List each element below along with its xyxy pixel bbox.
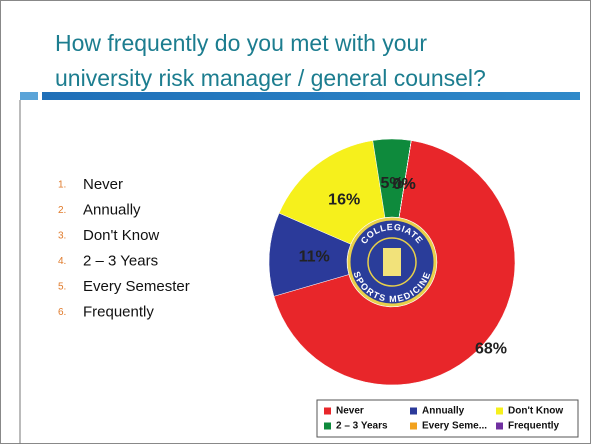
legend-label: Never [336, 406, 364, 417]
list-item: Every Semester [83, 278, 190, 295]
list-item: Frequently [83, 303, 154, 320]
title-line: How frequently do you met with your [55, 30, 427, 56]
legend-label: Annually [422, 406, 465, 417]
data-label: 0% [393, 176, 416, 193]
data-label: 5% [380, 175, 403, 192]
legend-box [316, 399, 579, 438]
legend-swatch [496, 407, 503, 415]
legend-swatch [410, 407, 417, 415]
list-number: 2. [58, 205, 66, 216]
list-item: Never [83, 176, 123, 193]
legend-swatch [496, 422, 503, 430]
donut-slice [398, 140, 412, 218]
data-label: 16% [328, 192, 360, 209]
accent-square [20, 92, 38, 100]
donut-slice [273, 140, 516, 386]
list-number: 4. [58, 256, 66, 267]
data-label: 0% [393, 176, 416, 193]
legend-swatch [324, 407, 331, 415]
legend-label: 2 – 3 Years [336, 421, 388, 432]
data-label: 68% [475, 341, 507, 358]
list-number: 1. [58, 180, 66, 191]
legend-swatch [410, 422, 417, 430]
list-number: 6. [58, 307, 66, 318]
legend-label: Frequently [508, 421, 560, 432]
list-number: 3. [58, 231, 66, 242]
title-rule [42, 92, 580, 100]
data-label: 11% [299, 248, 330, 265]
legend-label: Don't Know [508, 406, 563, 417]
title-line: university risk manager / general counse… [55, 65, 486, 91]
legend: Never Annually Don't Know 2 – 3 Years Every … [316, 399, 579, 438]
bullet-list: 1. Never 2. Annually 3. Don't Know 4. 2 – 3 Yea… [58, 176, 190, 321]
list-item: Don't Know [83, 227, 159, 244]
list-item: Annually [83, 201, 141, 218]
logo-column [383, 248, 401, 276]
legend-label: Every Seme... [422, 421, 487, 432]
legend-swatch [324, 422, 331, 430]
list-item: 2 – 3 Years [83, 252, 158, 269]
donut-slice [278, 140, 386, 245]
list-number: 5. [58, 282, 66, 293]
